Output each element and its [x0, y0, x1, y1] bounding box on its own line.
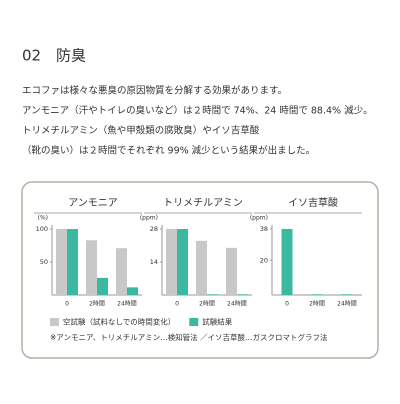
x-tick-label: 0 [175, 301, 179, 308]
legend-label: 空試験（試料なしでの時間変化） [63, 317, 175, 327]
bar [97, 277, 108, 295]
bar [67, 229, 78, 295]
paragraph-line: エコファは様々な悪臭の原因物質を分解する効果があります。 [22, 85, 287, 97]
bar [56, 229, 67, 295]
paragraph-line: トリメチルアミン（魚や甲殻類の腐敗臭）やイソ吉草酸 [22, 125, 260, 137]
chart-title: イソ吉草酸 [288, 196, 338, 209]
bar [226, 247, 237, 295]
y-tick-label: 14 [150, 258, 158, 266]
chart-box [21, 181, 379, 359]
x-tick-label: 2時間 [309, 300, 325, 308]
bar [237, 294, 248, 295]
y-tick-label: 28 [150, 225, 158, 233]
x-tick-label: 2時間 [199, 300, 215, 308]
unit-label: (%) [38, 215, 48, 222]
paragraph-line: （靴の臭い）は２時間でそれぞれ 99% 減少という結果が出ました。 [22, 145, 315, 157]
y-tick-label: 38 [260, 225, 268, 233]
unit-label: (ppm) [250, 215, 268, 222]
bar [116, 248, 127, 295]
note: ※アンモニア、トリメチルアミン…検知管法 ／イソ吉草酸…ガスクロマトグラフ法 [50, 332, 328, 342]
section-number: 02 [22, 47, 41, 65]
legend-swatch [189, 318, 199, 326]
y-tick-label: 20 [260, 256, 268, 264]
x-tick-label: 0 [285, 301, 289, 308]
x-tick-label: 0 [65, 301, 69, 308]
bar [86, 240, 97, 295]
bar [177, 229, 188, 295]
paragraph-line: アンモニア（汗やトイレの臭いなど）は２時間で 74%、24 時間で 88.4% … [22, 105, 373, 117]
bar [127, 287, 138, 295]
bar [207, 294, 218, 295]
bar [281, 229, 293, 295]
chart-title: トリメチルアミン [163, 197, 243, 209]
chart-title: アンモニア [68, 198, 118, 209]
x-tick-label: 24時間 [117, 300, 137, 308]
section-title: 防臭 [56, 47, 86, 65]
bar [341, 294, 353, 295]
x-tick-label: 24時間 [337, 300, 357, 308]
x-tick-label: 2時間 [89, 300, 105, 308]
bar [311, 294, 323, 295]
x-tick-label: 24時間 [227, 300, 247, 308]
y-tick-label: 100 [36, 225, 48, 233]
y-tick-label: 50 [40, 258, 48, 266]
unit-label: (ppm) [140, 215, 158, 222]
legend-label: 試験結果 [202, 317, 232, 327]
bar [196, 240, 207, 295]
bar [166, 229, 177, 295]
legend-swatch [50, 318, 59, 326]
